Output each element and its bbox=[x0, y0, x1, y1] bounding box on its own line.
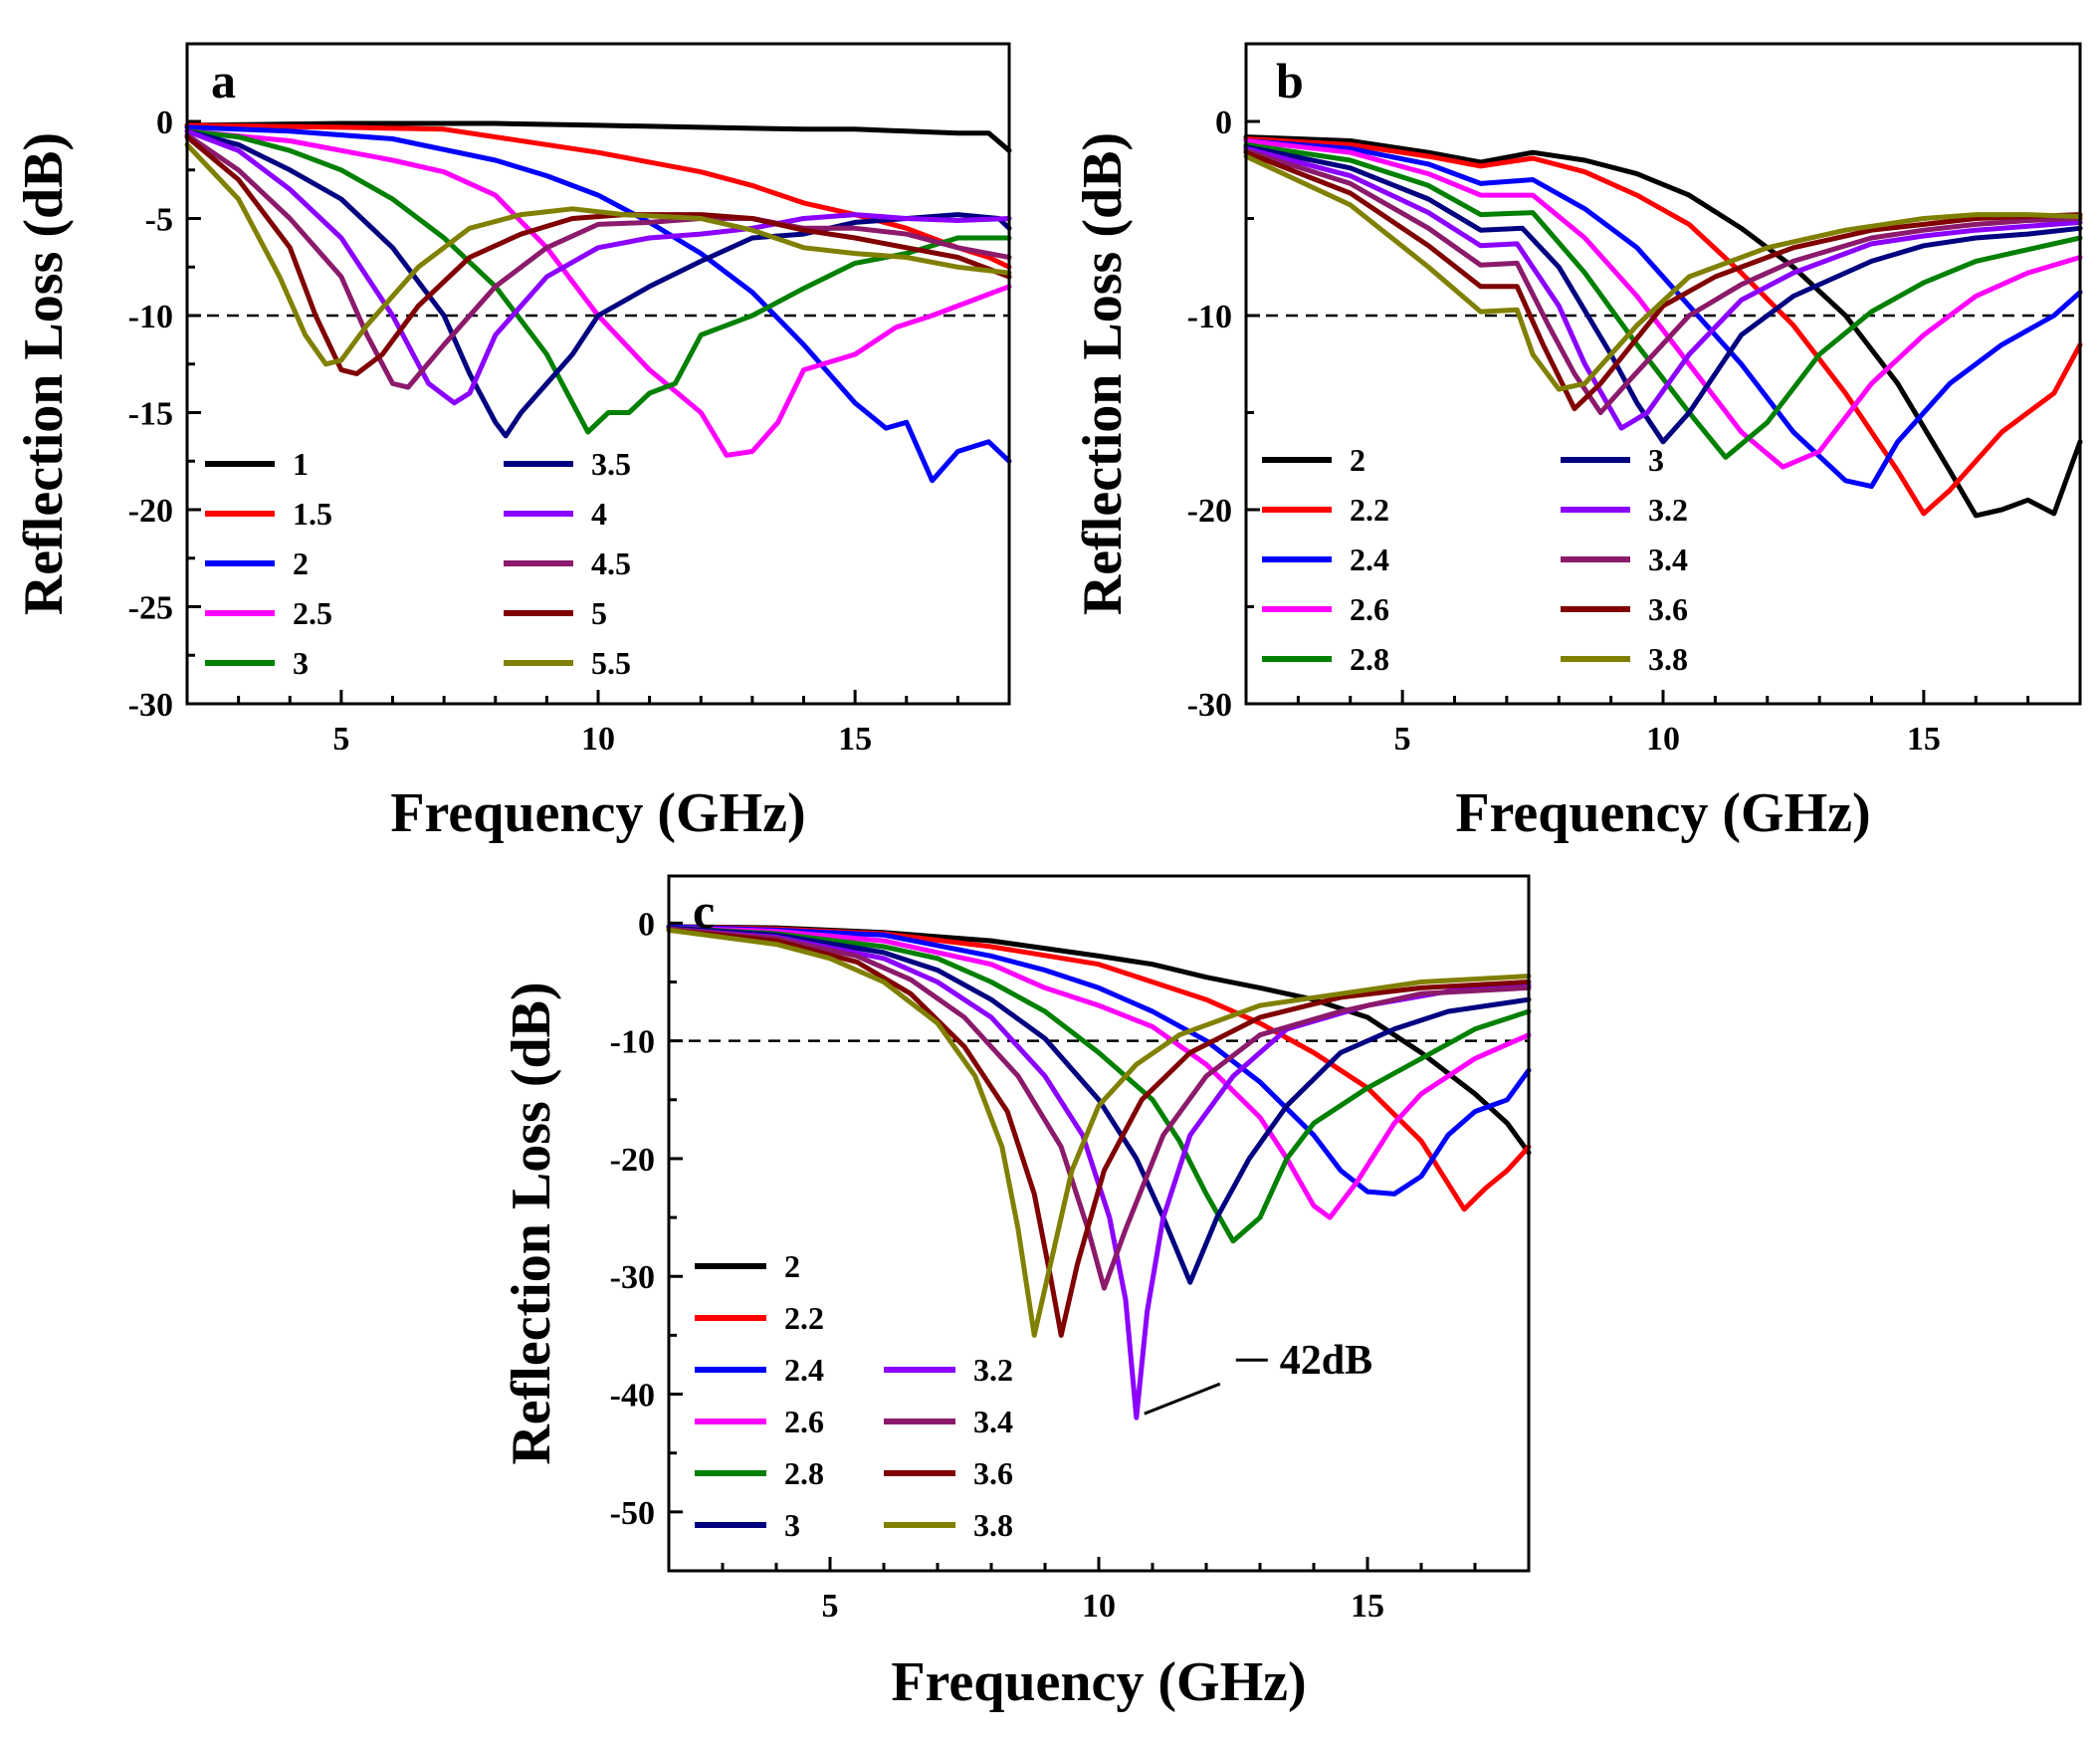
y-tick-label: -30 bbox=[1187, 687, 1232, 724]
legend-label: 1 bbox=[293, 446, 309, 482]
y-tick-label: 0 bbox=[1215, 105, 1232, 141]
panel-label: c bbox=[693, 883, 715, 939]
series-line-c-2_6 bbox=[666, 925, 1532, 1220]
legend-label: 3.6 bbox=[973, 1455, 1013, 1491]
y-axis-title: Reflection Loss (dB) bbox=[501, 982, 562, 1464]
x-tick-label: 5 bbox=[1394, 721, 1411, 758]
legend-label: 3 bbox=[784, 1507, 800, 1543]
series-line-b-2_4 bbox=[1243, 138, 2083, 490]
series-line-b-3 bbox=[1243, 143, 2083, 445]
legend-label: 2.4 bbox=[784, 1352, 824, 1388]
series-line-b-3_6 bbox=[1243, 149, 2083, 412]
series-line-a-5_5 bbox=[184, 141, 1012, 367]
legend-label: 3.2 bbox=[1648, 492, 1688, 528]
y-axis-title: Reflection Loss (dB) bbox=[13, 132, 75, 615]
legend-label: 3.5 bbox=[591, 446, 631, 482]
series-line-b-3_8 bbox=[1243, 153, 2083, 392]
legend-label: 3.4 bbox=[1648, 542, 1688, 577]
x-tick-label: 15 bbox=[1351, 1588, 1384, 1625]
series-line-c-3_2 bbox=[666, 926, 1532, 1420]
legend-label: 3.6 bbox=[1648, 591, 1688, 627]
series-line-b-2_8 bbox=[1243, 141, 2083, 460]
series-line-c-2_8 bbox=[666, 925, 1532, 1244]
legend-label: 2 bbox=[293, 545, 309, 581]
legend-label: 3.2 bbox=[973, 1352, 1013, 1388]
y-tick-label: 0 bbox=[156, 105, 173, 141]
x-tick-label: 10 bbox=[1082, 1588, 1116, 1625]
y-tick-label: -15 bbox=[128, 396, 173, 433]
series-line-b-2_6 bbox=[1243, 138, 2083, 470]
y-tick-label: -20 bbox=[610, 1142, 655, 1179]
series-line-c-3_8 bbox=[666, 927, 1532, 1338]
y-tick-label: -20 bbox=[128, 493, 173, 530]
legend-label: 5 bbox=[591, 595, 607, 631]
legend-label: 3.4 bbox=[973, 1404, 1013, 1439]
series-line-a-2 bbox=[184, 124, 1012, 484]
y-axis-title: Reflection Loss (dB) bbox=[1072, 132, 1134, 615]
legend-label: 2.4 bbox=[1350, 542, 1389, 577]
series-line-a-4 bbox=[184, 128, 1012, 406]
series-line-a-4_5 bbox=[184, 132, 1012, 390]
series-line-c-2_2 bbox=[666, 924, 1532, 1212]
legend-label: 2 bbox=[784, 1248, 800, 1284]
series-line-b-3_2 bbox=[1243, 145, 2083, 431]
series-line-a-3 bbox=[184, 128, 1012, 435]
x-tick-label: 15 bbox=[838, 721, 872, 758]
x-axis-title: Frequency (GHz) bbox=[891, 1651, 1306, 1713]
y-tick-label: 0 bbox=[638, 906, 655, 943]
x-tick-label: 5 bbox=[332, 721, 349, 758]
y-tick-label: -50 bbox=[610, 1495, 655, 1532]
series-line-b-3_4 bbox=[1243, 147, 2083, 415]
y-tick-label: -5 bbox=[145, 202, 173, 239]
x-tick-label: 15 bbox=[1907, 721, 1941, 758]
y-tick-label: -25 bbox=[128, 590, 173, 627]
y-tick-label: -10 bbox=[610, 1024, 655, 1061]
legend-label: 2.2 bbox=[784, 1300, 824, 1336]
series-line-a-1 bbox=[184, 120, 1012, 153]
y-tick-label: -10 bbox=[128, 299, 173, 335]
legend-label: 2.8 bbox=[784, 1455, 824, 1491]
y-tick-label: -10 bbox=[1187, 299, 1232, 335]
annotation-leader bbox=[1144, 1382, 1221, 1416]
series-line-a-3_5 bbox=[184, 128, 1012, 439]
x-tick-label: 10 bbox=[1646, 721, 1680, 758]
legend-label: 2.8 bbox=[1350, 641, 1389, 677]
x-tick-label: 10 bbox=[581, 721, 615, 758]
panel-label: a bbox=[211, 53, 236, 109]
legend-label: 4.5 bbox=[591, 545, 631, 581]
legend-label: 5.5 bbox=[591, 645, 631, 681]
legend-label: 2.6 bbox=[784, 1404, 824, 1439]
y-tick-label: -20 bbox=[1187, 493, 1232, 530]
y-tick-label: -30 bbox=[610, 1259, 655, 1296]
legend-label: 4 bbox=[591, 496, 607, 532]
x-axis-title: Frequency (GHz) bbox=[390, 782, 805, 844]
legend-label: 2.5 bbox=[293, 595, 332, 631]
y-tick-label: -30 bbox=[128, 687, 173, 724]
panel-label: b bbox=[1276, 53, 1304, 109]
series-line-c-3_4 bbox=[666, 926, 1532, 1291]
legend-label: 3.8 bbox=[1648, 641, 1688, 677]
y-tick-label: -40 bbox=[610, 1378, 655, 1415]
series-line-b-2_2 bbox=[1243, 136, 2083, 517]
legend-label: 1.5 bbox=[293, 496, 332, 532]
series-line-a-2_5 bbox=[184, 128, 1012, 458]
annotation-label: 42dB bbox=[1280, 1338, 1372, 1384]
x-axis-title: Frequency (GHz) bbox=[1455, 782, 1870, 844]
legend-label: 2.2 bbox=[1350, 492, 1389, 528]
legend-label: 3.8 bbox=[973, 1507, 1013, 1543]
legend-label: 2 bbox=[1350, 442, 1365, 478]
series-line-c-3_6 bbox=[666, 927, 1532, 1338]
legend-label: 3 bbox=[1648, 442, 1664, 478]
legend-label: 2.6 bbox=[1350, 591, 1389, 627]
legend-label: 3 bbox=[293, 645, 309, 681]
series-line-a-5 bbox=[184, 134, 1012, 376]
x-tick-label: 5 bbox=[822, 1588, 839, 1625]
